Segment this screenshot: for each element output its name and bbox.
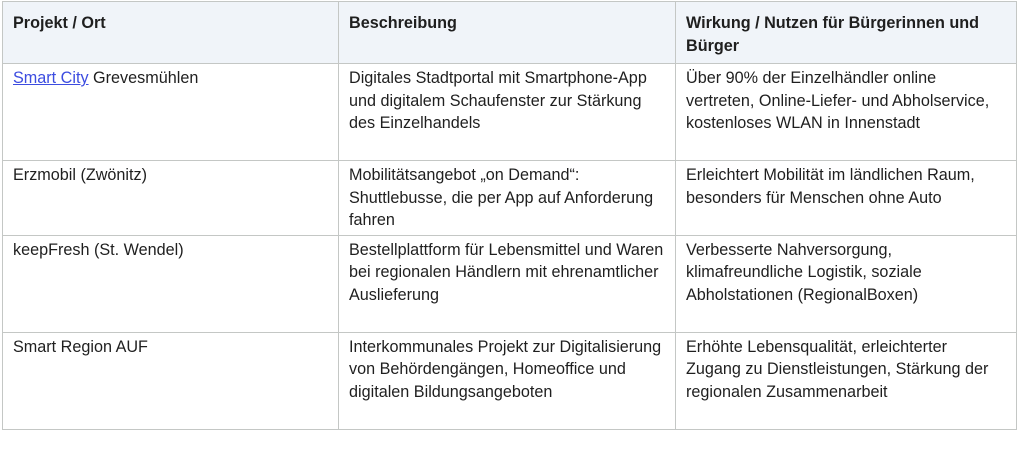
cell-description: Mobilitätsangebot „on Demand“: Shuttlebu… bbox=[338, 160, 676, 236]
table-row: Erzmobil (Zwönitz) Mobilitätsangebot „on… bbox=[2, 160, 1017, 236]
cell-description: Digitales Stadtportal mit Smartphone-App… bbox=[338, 63, 676, 161]
table-row: Smart City Grevesmühlen Digitales Stadtp… bbox=[2, 63, 1017, 161]
project-name-rest: Grevesmühlen bbox=[88, 69, 199, 87]
table-container: Projekt / Ort Beschreibung Wirkung / Nut… bbox=[2, 1, 1017, 430]
table-row: Smart Region AUF Interkommunales Projekt… bbox=[2, 331, 1017, 430]
cell-description: Interkommunales Projekt zur Digitalisier… bbox=[338, 331, 676, 430]
cell-impact: Über 90% der Einzelhändler online vertre… bbox=[675, 63, 1017, 161]
header-project: Projekt / Ort bbox=[2, 1, 339, 64]
table-header-row: Projekt / Ort Beschreibung Wirkung / Nut… bbox=[2, 1, 1017, 64]
cell-project: Smart City Grevesmühlen bbox=[2, 63, 339, 161]
cell-description: Bestellplattform für Lebensmittel und Wa… bbox=[338, 234, 676, 333]
cell-project: keepFresh (St. Wendel) bbox=[2, 234, 339, 333]
cell-impact: Verbesserte Nahversorgung, klimafreundli… bbox=[675, 234, 1017, 333]
table-row: keepFresh (St. Wendel) Bestellplattform … bbox=[2, 234, 1017, 333]
cell-impact: Erleichtert Mobilität im ländlichen Raum… bbox=[675, 160, 1017, 236]
cell-impact: Erhöhte Lebensqualität, erleichterter Zu… bbox=[675, 331, 1017, 430]
projects-table: Projekt / Ort Beschreibung Wirkung / Nut… bbox=[2, 1, 1017, 430]
header-impact: Wirkung / Nutzen für Bürgerinnen und Bür… bbox=[675, 1, 1017, 64]
smart-city-link[interactable]: Smart City bbox=[13, 69, 89, 87]
cell-project: Smart Region AUF bbox=[2, 331, 339, 430]
header-description: Beschreibung bbox=[338, 1, 676, 64]
cell-project: Erzmobil (Zwönitz) bbox=[2, 160, 339, 236]
